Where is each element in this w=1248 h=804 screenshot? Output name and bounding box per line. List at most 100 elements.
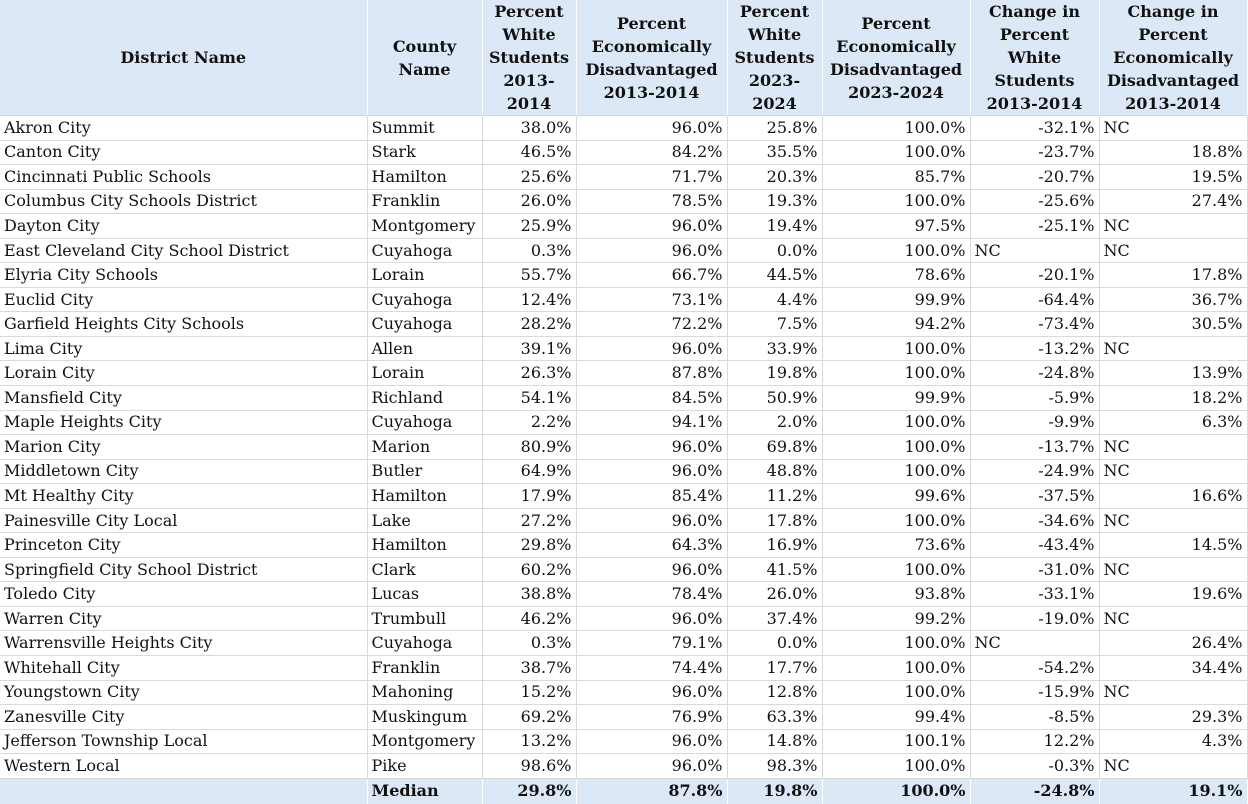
pct-econ-2023-cell[interactable]: 99.4% bbox=[822, 704, 971, 730]
pct-econ-2023-cell[interactable]: 100.0% bbox=[822, 680, 971, 706]
pct-econ-2023-cell[interactable]: 78.6% bbox=[822, 262, 971, 288]
county-name-cell[interactable]: Butler bbox=[367, 459, 483, 485]
change-econ-cell[interactable]: NC bbox=[1099, 459, 1248, 485]
pct-white-2023-cell[interactable]: 98.3% bbox=[727, 753, 823, 779]
district-name-header[interactable]: District Name bbox=[0, 0, 368, 116]
change-econ-cell[interactable]: 4.3% bbox=[1099, 729, 1248, 755]
pct-econ-2013-header[interactable]: Percent Economically Disadvantaged 2013-… bbox=[576, 0, 728, 116]
pct-white-2013-cell[interactable]: 26.0% bbox=[482, 189, 577, 215]
change-white-cell[interactable]: -19.0% bbox=[970, 606, 1100, 632]
change-white-cell[interactable]: -20.1% bbox=[970, 262, 1100, 288]
pct-white-2013-cell[interactable]: 46.5% bbox=[482, 140, 577, 166]
district-name-cell[interactable]: Western Local bbox=[0, 753, 368, 779]
pct-econ-2013-cell[interactable]: 96.0% bbox=[576, 557, 728, 583]
pct-white-2023-cell[interactable]: 19.8% bbox=[727, 360, 823, 387]
change-white-cell[interactable]: -32.1% bbox=[970, 115, 1100, 141]
pct-econ-2013-cell[interactable]: 72.2% bbox=[576, 311, 728, 337]
pct-white-2023-cell[interactable]: 14.8% bbox=[727, 729, 823, 755]
median-pct-white-2023-value[interactable]: 19.8% bbox=[727, 778, 823, 804]
change-white-cell[interactable]: -43.4% bbox=[970, 532, 1100, 558]
pct-white-2013-header[interactable]: Percent White Students 2013-2014 bbox=[482, 0, 577, 116]
pct-econ-2023-cell[interactable]: 93.8% bbox=[822, 581, 971, 607]
district-name-cell[interactable]: Princeton City bbox=[0, 532, 368, 558]
change-econ-cell[interactable]: 18.2% bbox=[1099, 385, 1248, 411]
pct-white-2013-cell[interactable]: 29.8% bbox=[482, 532, 577, 558]
pct-econ-2023-cell[interactable]: 100.1% bbox=[822, 729, 971, 755]
county-name-cell[interactable]: Mahoning bbox=[367, 680, 483, 706]
change-white-cell[interactable]: -54.2% bbox=[970, 655, 1100, 681]
district-name-cell[interactable]: Cincinnati Public Schools bbox=[0, 164, 368, 190]
district-name-cell[interactable]: Mt Healthy City bbox=[0, 483, 368, 509]
county-name-cell[interactable]: Cuyahoga bbox=[367, 311, 483, 337]
district-name-cell[interactable]: Elyria City Schools bbox=[0, 262, 368, 288]
county-name-cell[interactable]: Summit bbox=[367, 115, 483, 141]
district-name-cell[interactable]: Toledo City bbox=[0, 581, 368, 607]
pct-white-2013-cell[interactable]: 60.2% bbox=[482, 557, 577, 583]
change-econ-cell[interactable]: NC bbox=[1099, 336, 1248, 362]
pct-white-2023-cell[interactable]: 41.5% bbox=[727, 557, 823, 583]
pct-white-2023-cell[interactable]: 17.8% bbox=[727, 508, 823, 534]
district-name-cell[interactable]: Lima City bbox=[0, 336, 368, 362]
district-name-cell[interactable]: Mansfield City bbox=[0, 385, 368, 411]
change-econ-cell[interactable]: 18.8% bbox=[1099, 140, 1248, 166]
county-name-cell[interactable]: Stark bbox=[367, 140, 483, 166]
county-name-cell[interactable]: Lorain bbox=[367, 360, 483, 387]
change-econ-cell[interactable]: 13.9% bbox=[1099, 360, 1248, 387]
pct-white-2013-cell[interactable]: 0.3% bbox=[482, 630, 577, 657]
change-econ-cell[interactable]: 36.7% bbox=[1099, 287, 1248, 313]
pct-white-2013-cell[interactable]: 17.9% bbox=[482, 483, 577, 509]
change-econ-cell[interactable]: 14.5% bbox=[1099, 532, 1248, 558]
change-white-header[interactable]: Change in Percent White Students 2013-20… bbox=[970, 0, 1100, 116]
district-name-cell[interactable]: Warrensville Heights City bbox=[0, 630, 368, 657]
pct-white-2023-cell[interactable]: 17.7% bbox=[727, 655, 823, 681]
change-white-cell[interactable]: -24.9% bbox=[970, 459, 1100, 485]
county-name-cell[interactable]: Hamilton bbox=[367, 483, 483, 509]
pct-white-2013-cell[interactable]: 46.2% bbox=[482, 606, 577, 632]
pct-econ-2023-cell[interactable]: 100.0% bbox=[822, 508, 971, 534]
pct-econ-2023-cell[interactable]: 97.5% bbox=[822, 213, 971, 239]
pct-white-2013-cell[interactable]: 25.9% bbox=[482, 213, 577, 239]
pct-econ-2013-cell[interactable]: 84.2% bbox=[576, 140, 728, 166]
change-white-cell[interactable]: -23.7% bbox=[970, 140, 1100, 166]
pct-white-2023-cell[interactable]: 19.3% bbox=[727, 189, 823, 215]
pct-white-2013-cell[interactable]: 28.2% bbox=[482, 311, 577, 337]
pct-econ-2013-cell[interactable]: 74.4% bbox=[576, 655, 728, 681]
median-change-econ-value[interactable]: 19.1% bbox=[1099, 778, 1248, 804]
pct-econ-2023-cell[interactable]: 100.0% bbox=[822, 189, 971, 215]
pct-white-2013-cell[interactable]: 54.1% bbox=[482, 385, 577, 411]
pct-white-2023-cell[interactable]: 4.4% bbox=[727, 287, 823, 313]
change-white-cell[interactable]: -0.3% bbox=[970, 753, 1100, 779]
median-blank-cell[interactable] bbox=[0, 778, 368, 804]
pct-econ-2013-cell[interactable]: 85.4% bbox=[576, 483, 728, 509]
district-name-cell[interactable]: East Cleveland City School District bbox=[0, 238, 368, 264]
pct-econ-2023-cell[interactable]: 100.0% bbox=[822, 655, 971, 681]
county-name-cell[interactable]: Franklin bbox=[367, 655, 483, 681]
change-econ-cell[interactable]: 16.6% bbox=[1099, 483, 1248, 509]
district-name-cell[interactable]: Painesville City Local bbox=[0, 508, 368, 534]
district-name-cell[interactable]: Euclid City bbox=[0, 287, 368, 313]
district-name-cell[interactable]: Zanesville City bbox=[0, 704, 368, 730]
pct-white-2013-cell[interactable]: 39.1% bbox=[482, 336, 577, 362]
change-econ-cell[interactable]: NC bbox=[1099, 213, 1248, 239]
pct-econ-2013-cell[interactable]: 96.0% bbox=[576, 459, 728, 485]
pct-white-2013-cell[interactable]: 38.8% bbox=[482, 581, 577, 607]
district-name-cell[interactable]: Whitehall City bbox=[0, 655, 368, 681]
pct-econ-2023-cell[interactable]: 100.0% bbox=[822, 557, 971, 583]
district-name-cell[interactable]: Warren City bbox=[0, 606, 368, 632]
pct-white-2023-cell[interactable]: 16.9% bbox=[727, 532, 823, 558]
pct-white-2023-cell[interactable]: 44.5% bbox=[727, 262, 823, 288]
change-econ-cell[interactable]: 34.4% bbox=[1099, 655, 1248, 681]
median-change-white-value[interactable]: -24.8% bbox=[970, 778, 1100, 804]
pct-white-2013-cell[interactable]: 26.3% bbox=[482, 360, 577, 387]
pct-white-2023-cell[interactable]: 12.8% bbox=[727, 680, 823, 706]
pct-econ-2023-header[interactable]: Percent Economically Disadvantaged 2023-… bbox=[822, 0, 971, 116]
county-name-cell[interactable]: Montgomery bbox=[367, 213, 483, 239]
pct-econ-2023-cell[interactable]: 85.7% bbox=[822, 164, 971, 190]
pct-white-2023-cell[interactable]: 25.8% bbox=[727, 115, 823, 141]
pct-econ-2013-cell[interactable]: 79.1% bbox=[576, 630, 728, 657]
pct-econ-2023-cell[interactable]: 100.0% bbox=[822, 115, 971, 141]
change-white-cell[interactable]: -15.9% bbox=[970, 680, 1100, 706]
pct-white-2013-cell[interactable]: 15.2% bbox=[482, 680, 577, 706]
pct-white-2013-cell[interactable]: 55.7% bbox=[482, 262, 577, 288]
pct-white-2013-cell[interactable]: 13.2% bbox=[482, 729, 577, 755]
